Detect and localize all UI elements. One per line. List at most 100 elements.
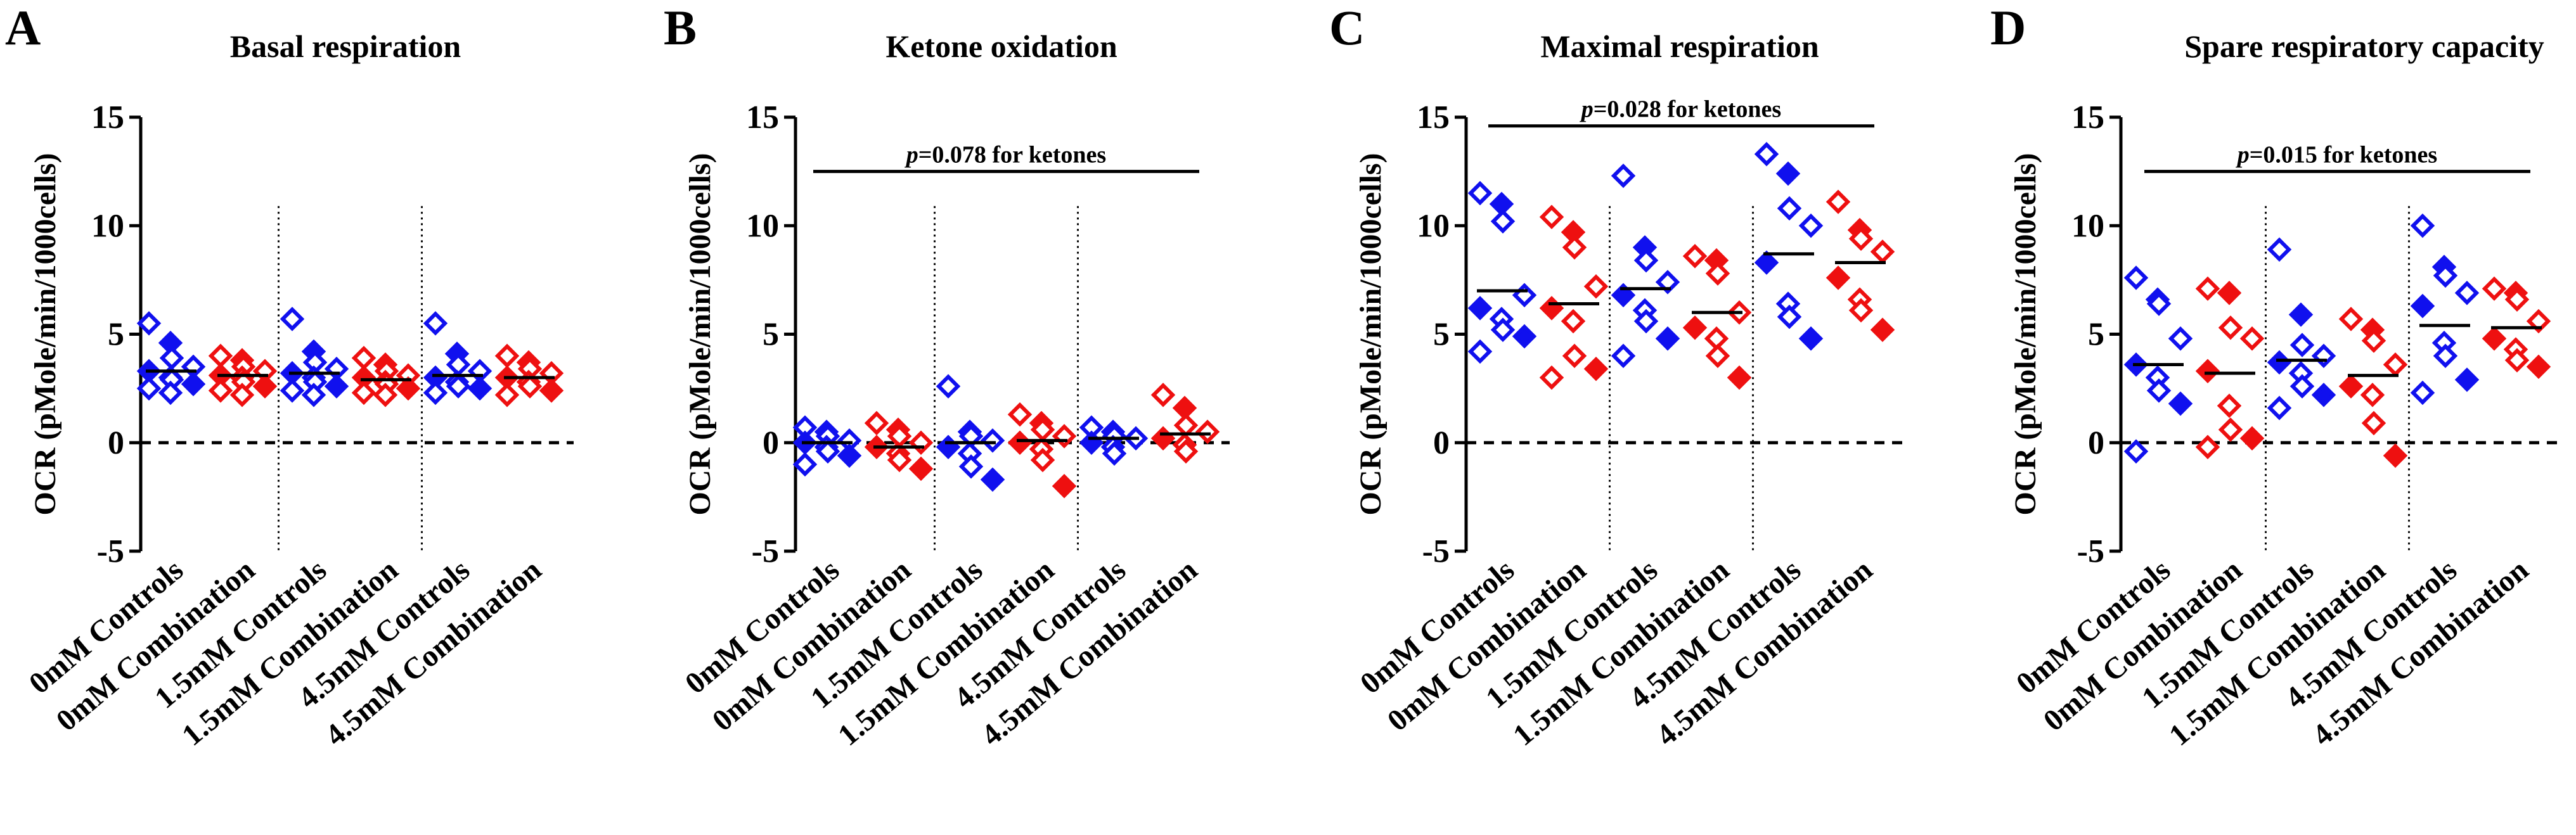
data-point [958,454,984,479]
data-point [1583,274,1609,299]
data-point [1682,315,1708,340]
data-point [1102,441,1127,466]
data-point [2168,391,2193,416]
data-point [1705,261,1730,286]
data-point [1870,317,1895,342]
chart-title: Spare respiratory capacity [2184,29,2544,64]
data-point [2504,287,2530,312]
data-point [1633,248,1659,273]
data-point [1467,296,1493,321]
data-point [1705,343,1730,368]
data-point [136,376,162,401]
data-point [181,372,206,397]
data-point [2383,443,2408,468]
data-point [908,456,934,481]
y-tick-label: 15 [746,99,779,136]
data-point [2311,383,2336,407]
data-point [229,383,255,407]
data-point [2239,326,2265,351]
data-point [423,380,448,405]
data-point [2239,426,2265,451]
chart-title: Maximal respiration [1540,29,1819,64]
data-point [2361,328,2386,354]
significance-label: p=0.015 for ketones [2236,142,2437,169]
data-point [208,378,233,403]
data-point [1754,250,1779,275]
data-point [2482,326,2507,351]
y-tick-label: 10 [2071,208,2104,244]
data-point [351,345,377,371]
chart-title: Ketone oxidation [886,29,1117,64]
data-point [2361,411,2386,436]
data-point [280,307,305,331]
y-axis-label: OCR (pMole/min/1000cells) [1354,153,1388,516]
data-point [1848,298,1874,323]
data-point [2195,359,2220,383]
data-point [980,467,1005,492]
data-point [2267,237,2292,262]
data-point [1848,226,1874,252]
data-point [446,374,471,398]
y-tick-label: 5 [108,317,124,353]
data-point [1030,447,1055,473]
y-tick-label: 0 [763,425,779,461]
y-tick-label: -5 [752,533,779,570]
data-point [2289,333,2315,357]
data-point [1007,402,1033,427]
data-point [980,428,1005,453]
data-point [1195,419,1220,444]
panel-b: B Ketone oxidation OCR (pMole/min/1000cell… [664,0,1230,753]
data-point [159,345,184,371]
y-tick-label: -5 [97,533,124,570]
data-point [2338,374,2364,398]
chart-title: Basal respiration [230,29,461,64]
data-point [2454,367,2480,392]
data-point [1633,309,1659,334]
data-point [887,447,912,473]
data-point [539,378,564,403]
y-tick-label: -5 [2077,533,2104,570]
y-tick-label: 0 [1433,425,1450,461]
y-tick-label: 5 [2088,317,2104,353]
y-tick-label: 5 [763,317,779,353]
data-point [1052,474,1077,499]
data-point [208,343,233,368]
data-point [2217,281,2242,305]
data-point [1611,163,1636,188]
data-point [324,374,349,398]
data-point [1490,209,1516,234]
data-point [2217,393,2242,418]
data-point [494,343,520,368]
panel-letter: D [1990,0,2026,55]
data-point [1611,343,1636,368]
data-point [2504,348,2530,373]
significance-label: p=0.028 for ketones [1580,96,1781,123]
y-tick-label: 10 [91,208,124,244]
y-tick-label: 15 [91,99,124,136]
data-point [2360,383,2385,407]
y-axis-label: OCR (pMole/min/1000cells) [2009,153,2042,516]
data-point [864,411,889,436]
data-point [2288,302,2314,327]
data-point [2218,417,2243,442]
data-point [423,311,448,336]
data-point [1007,430,1033,455]
data-point [396,376,421,401]
data-point [1079,430,1104,455]
data-point [280,378,305,403]
data-point [1512,283,1537,308]
data-point [2338,307,2364,331]
y-tick-label: 15 [1417,99,1450,136]
data-point [2433,263,2458,288]
data-point [1512,324,1537,349]
data-point [494,383,520,407]
data-point [1539,365,1564,390]
data-point [1583,357,1609,381]
y-tick-label: 10 [746,208,779,244]
data-point [1798,214,1824,238]
y-tick-label: -5 [1422,533,1450,570]
data-point [2123,439,2149,464]
data-point [1775,161,1801,186]
data-point [1562,235,1587,260]
